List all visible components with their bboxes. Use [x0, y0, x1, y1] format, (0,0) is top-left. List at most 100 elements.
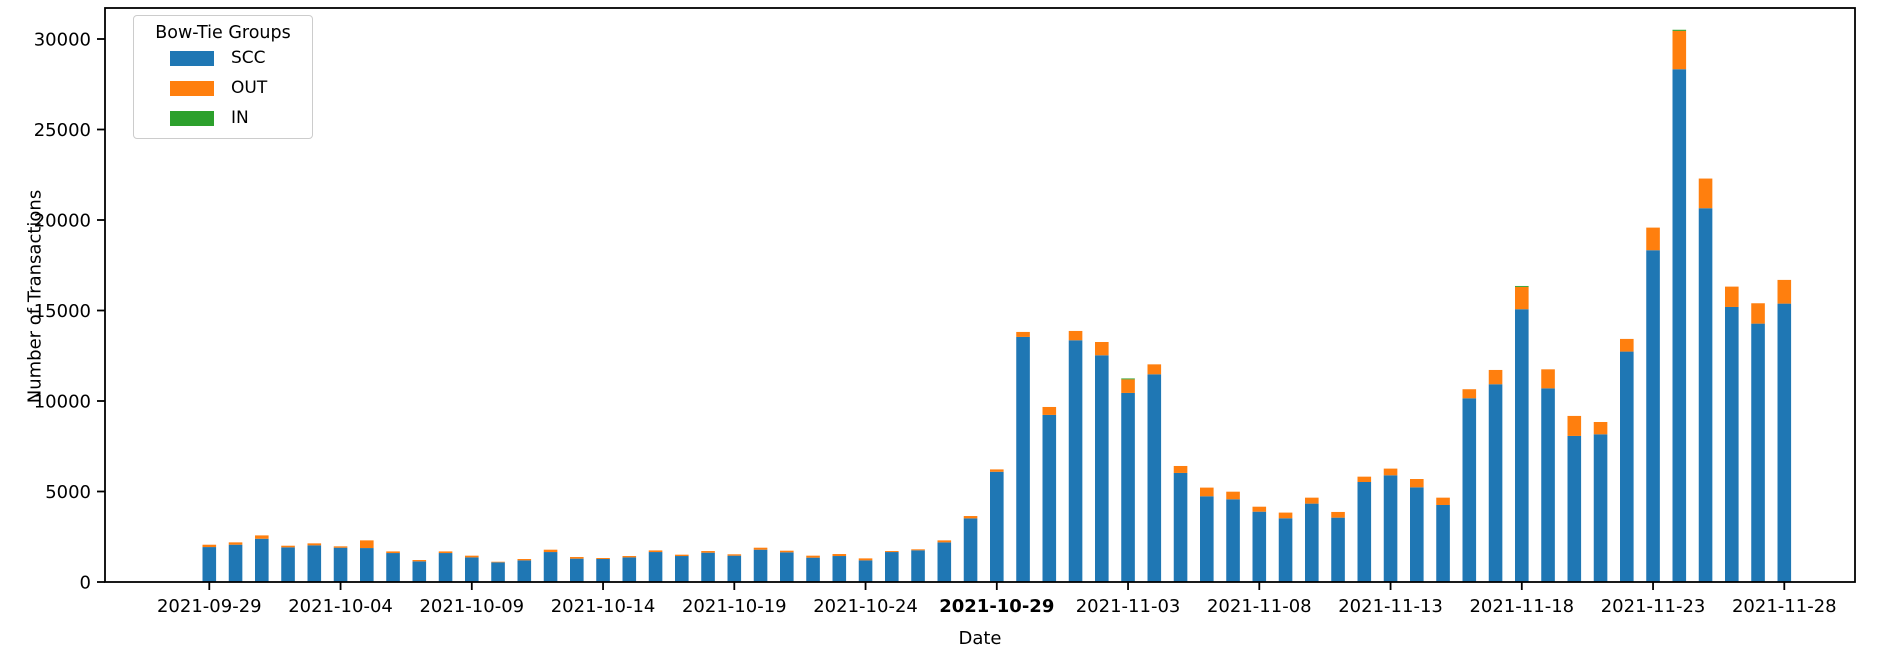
- bar-segment-scc: [1725, 306, 1739, 582]
- bar-segment-out: [1515, 286, 1529, 310]
- bar-segment-scc: [832, 556, 847, 582]
- bar-segment-out: [1173, 465, 1188, 473]
- x-tick-label: 2021-11-23: [1601, 596, 1706, 617]
- x-tick-label: 2021-11-13: [1338, 596, 1443, 617]
- y-tick-label: 25000: [34, 120, 91, 141]
- bar-segment-in: [1121, 378, 1135, 380]
- x-tick-label: 2021-10-09: [419, 596, 524, 617]
- y-tick-label: 30000: [34, 30, 91, 51]
- bar-segment-scc: [1305, 503, 1319, 582]
- x-tick-label: 2021-11-28: [1732, 596, 1837, 617]
- x-tick-label: 2021-10-04: [288, 596, 393, 617]
- bar-segment-scc: [1226, 499, 1240, 582]
- bar-segment-out: [1698, 178, 1713, 209]
- bar-segment-scc: [1147, 374, 1162, 582]
- bar-segment-scc: [255, 538, 269, 582]
- bar-segment-scc: [1252, 511, 1267, 582]
- bar-segment-out: [1620, 338, 1634, 352]
- bar-segment-out: [202, 544, 217, 548]
- bar-segment-scc: [701, 552, 715, 582]
- bar-segment-out: [1121, 379, 1135, 393]
- bar-segment-scc: [1488, 384, 1503, 582]
- bar-segment-scc: [858, 560, 873, 582]
- bar-segment-in: [1515, 285, 1529, 287]
- bar-segment-scc: [1200, 496, 1214, 582]
- bar-segment-out: [1777, 279, 1792, 304]
- bar-segment-out: [1357, 476, 1372, 482]
- legend-row-in: IN: [134, 103, 312, 133]
- bar-segment-out: [701, 551, 715, 553]
- y-tick-label: 15000: [34, 301, 91, 322]
- bar-segment-out: [228, 542, 243, 545]
- legend: Bow-Tie Groups SCC OUT IN: [133, 15, 313, 139]
- bar-segment-scc: [753, 549, 768, 582]
- legend-row-out: OUT: [134, 73, 312, 103]
- bar-segment-out: [1095, 341, 1109, 356]
- bar-segment-scc: [911, 550, 925, 582]
- bar-segment-scc: [386, 553, 400, 582]
- bar-segment-scc: [228, 544, 243, 582]
- bar-segment-scc: [1068, 340, 1083, 582]
- bar-segment-out: [255, 535, 269, 539]
- bar-segment-scc: [1383, 475, 1398, 582]
- bar-segment-scc: [1698, 208, 1713, 583]
- bar-segment-out: [1305, 497, 1319, 504]
- bar-segment-out: [281, 545, 295, 548]
- bar-segment-scc: [281, 547, 295, 582]
- bar-segment-scc: [806, 557, 820, 582]
- legend-entries: SCC OUT IN: [134, 43, 312, 133]
- bar-segment-out: [1252, 506, 1267, 512]
- bar-segment-scc: [517, 560, 532, 582]
- bar-segment-out: [1593, 421, 1608, 435]
- bar-segment-scc: [412, 561, 427, 582]
- bar-segment-scc: [1515, 309, 1529, 582]
- bar-segment-scc: [648, 552, 663, 582]
- bar-segment-scc: [438, 553, 453, 582]
- bar-segment-out: [780, 550, 794, 553]
- bar-segment-out: [1646, 227, 1660, 251]
- legend-label-out: OUT: [231, 78, 268, 98]
- bar-segment-scc: [780, 552, 794, 582]
- bar-segment-scc: [1357, 481, 1372, 582]
- x-axis-label: Date: [958, 628, 1002, 649]
- bar-segment-scc: [1173, 472, 1188, 582]
- bar-segment-out: [911, 549, 925, 551]
- bar-segment-scc: [1436, 504, 1450, 582]
- bar-segment-out: [1436, 497, 1450, 505]
- bar-segment-out: [1751, 303, 1765, 324]
- bar-segment-out: [1068, 330, 1083, 341]
- x-tick-label: 2021-11-18: [1469, 596, 1574, 617]
- x-tick-label: 2021-11-08: [1207, 596, 1312, 617]
- legend-swatch-scc: [170, 51, 214, 66]
- bar-segment-scc: [1016, 336, 1030, 582]
- y-axis-label: Number of Transactions: [24, 189, 46, 404]
- bar-segment-scc: [491, 562, 505, 582]
- bar-segment-out: [832, 554, 847, 557]
- x-tick-label: 2021-11-03: [1076, 596, 1181, 617]
- bar-segment-out: [1410, 479, 1424, 488]
- bar-segment-scc: [1620, 351, 1634, 582]
- bar-segment-scc: [675, 556, 689, 582]
- bar-segment-scc: [1541, 388, 1555, 582]
- bar-segment-out: [648, 550, 663, 553]
- bar-segment-scc: [1593, 434, 1608, 582]
- bar-segment-scc: [1777, 303, 1792, 582]
- bar-segment-out: [517, 559, 532, 561]
- bar-segment-out: [858, 558, 873, 561]
- legend-title: Bow-Tie Groups: [155, 23, 291, 43]
- bar-segment-out: [360, 540, 374, 549]
- bar-segment-out: [1278, 512, 1293, 519]
- bar-segment-out: [753, 547, 768, 550]
- bar-segment-scc: [1042, 414, 1057, 582]
- bar-segment-out: [1725, 286, 1739, 307]
- bar-segment-scc: [990, 471, 1004, 582]
- bar-segment-scc: [465, 557, 479, 582]
- bar-segment-scc: [543, 552, 558, 582]
- bar-segment-in: [1672, 29, 1687, 31]
- bar-segment-scc: [1672, 69, 1687, 583]
- legend-swatch-in: [170, 111, 214, 126]
- bar-segment-out: [806, 555, 820, 558]
- bar-segment-scc: [1121, 392, 1135, 582]
- bar-segment-out: [412, 560, 427, 562]
